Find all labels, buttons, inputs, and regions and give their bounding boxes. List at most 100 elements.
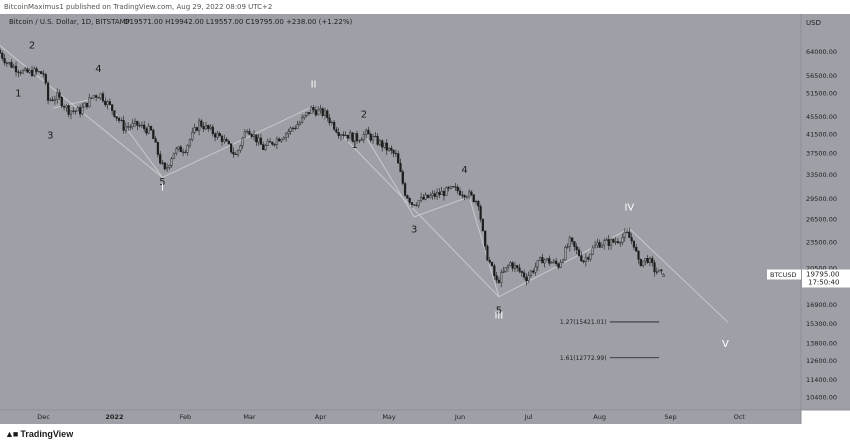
- candle-body: [113, 110, 116, 117]
- price-axis[interactable]: [801, 14, 850, 410]
- candle-body: [124, 126, 127, 131]
- wave-label: 1: [15, 89, 21, 100]
- candle-body: [127, 126, 130, 128]
- candle-body: [463, 195, 466, 198]
- candle-body: [289, 127, 292, 132]
- candle-body: [246, 131, 249, 133]
- candle-body: [74, 110, 77, 112]
- price-tick-label: 20500.00: [806, 264, 837, 272]
- candle-body: [440, 191, 443, 195]
- price-chart[interactable]: Bitcoin / U.S. Dollar, 1D, BITSTAMP O195…: [0, 14, 850, 424]
- candle-body: [211, 126, 214, 135]
- candle-body: [333, 121, 336, 130]
- candle-body: [60, 97, 63, 107]
- candle-body: [387, 147, 391, 151]
- candle-body: [337, 132, 340, 137]
- candle-body: [639, 259, 642, 267]
- candle-body: [477, 200, 480, 207]
- candle-body: [383, 142, 386, 148]
- time-tick-label: Dec: [37, 413, 50, 421]
- time-tick-label: Feb: [180, 413, 192, 421]
- candle-body: [8, 62, 11, 64]
- candle-body: [136, 120, 139, 126]
- wave-label: 1: [352, 140, 358, 151]
- candle-body: [474, 200, 478, 203]
- last-price-box: [802, 269, 850, 288]
- candle-body: [101, 93, 105, 102]
- time-tick-label: Sep: [664, 413, 676, 421]
- candle-body: [230, 143, 233, 153]
- candle-body: [632, 240, 636, 248]
- candle-body: [317, 109, 320, 116]
- tradingview-logo[interactable]: ▲■ TradingView: [5, 429, 73, 439]
- fib-levels: 1.27(15421.01) 1.61(12772.99): [560, 319, 660, 362]
- wave-label: 2: [361, 110, 367, 121]
- candle-body: [252, 134, 256, 137]
- candle-body: [145, 128, 148, 134]
- candle-body: [99, 93, 102, 99]
- candle-body: [575, 246, 578, 250]
- candle-body: [278, 138, 281, 142]
- time-tick-label: 2022: [105, 413, 123, 421]
- candle-body: [300, 117, 304, 123]
- candle-body: [156, 142, 160, 155]
- candle-body: [268, 141, 272, 143]
- wave-label: IV: [624, 203, 634, 214]
- candle-body: [195, 127, 198, 131]
- price-tick-label: 23500.00: [806, 238, 837, 246]
- candle-body: [468, 191, 471, 198]
- candle-body: [95, 95, 98, 98]
- candle-body: [1, 53, 4, 59]
- candle-body: [525, 276, 528, 282]
- candle-body: [111, 104, 114, 111]
- time-axis[interactable]: [0, 410, 801, 424]
- candle-body: [541, 257, 544, 264]
- price-tick-label: 29500.00: [806, 195, 837, 203]
- price-tick-label: 64000.00: [806, 48, 837, 56]
- wave-label: 5: [496, 306, 502, 317]
- candle-body: [223, 139, 226, 142]
- candle-body: [365, 129, 368, 135]
- candle-body: [415, 204, 418, 206]
- candle-body: [140, 124, 143, 126]
- candle-body: [186, 145, 189, 153]
- plot-area[interactable]: [0, 14, 801, 410]
- candle-body: [172, 152, 176, 159]
- candle-body: [378, 140, 382, 145]
- candle-body: [392, 150, 395, 154]
- candle-body: [284, 133, 288, 139]
- candle-body: [14, 65, 18, 73]
- price-tick-label: 10400.00: [806, 393, 837, 401]
- fib-level-label: 1.27(15421.01): [560, 319, 607, 326]
- candle-body: [307, 112, 311, 114]
- candle-body: [296, 124, 299, 129]
- candle-body: [502, 271, 505, 273]
- candle-body: [319, 108, 322, 111]
- price-tick-label: 56500.00: [806, 72, 837, 80]
- candle-body: [399, 163, 402, 172]
- candle-body: [234, 153, 237, 155]
- candle-body: [458, 190, 462, 196]
- candle-body: [179, 146, 182, 153]
- chart-title: Bitcoin / U.S. Dollar, 1D, BITSTAMP: [9, 18, 130, 26]
- candle-body: [85, 102, 89, 108]
- candle-body: [92, 95, 95, 99]
- wave-label: II: [311, 79, 317, 90]
- candle-body: [401, 171, 404, 184]
- candle-body: [500, 272, 503, 283]
- candle-body: [641, 260, 645, 267]
- candle-body: [28, 69, 31, 73]
- candle-body: [582, 260, 585, 263]
- candle-body: [454, 186, 457, 188]
- candle-body: [214, 133, 217, 138]
- candle-body: [104, 100, 107, 106]
- candle-body: [310, 106, 313, 114]
- candle-body: [330, 121, 333, 124]
- candle-body: [200, 120, 203, 127]
- candle-body: [566, 246, 569, 248]
- price-axis-ticks: 64000.00 56500.00 51500.00 45500.00 41500.00…: [806, 48, 837, 401]
- price-tick-label: 12600.00: [806, 357, 837, 365]
- price-tick-label: 16900.00: [806, 301, 837, 309]
- candle-body: [33, 68, 36, 77]
- candle-body: [88, 97, 91, 108]
